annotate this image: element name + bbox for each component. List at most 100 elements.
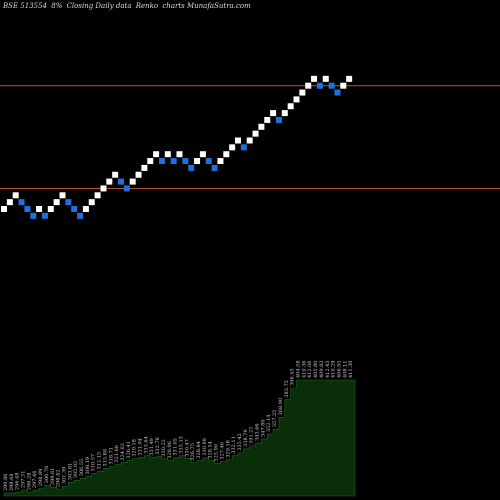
renko-brick-up <box>141 164 148 171</box>
volume-label: 296.48 <box>15 473 21 491</box>
renko-brick-down <box>41 212 48 219</box>
mode-label: Closing Daily data <box>66 2 132 10</box>
renko-brick-up <box>246 137 253 144</box>
volume-label: 412.43 <box>325 361 331 379</box>
volume-label: 330.47 <box>184 439 190 457</box>
volume-label: 409.83 <box>319 361 325 379</box>
type-label: Renko <box>135 2 159 10</box>
volume-label: 298.42 <box>56 470 62 488</box>
volume-label: 296.28 <box>26 473 32 491</box>
volume-label: 328.54 <box>208 441 214 459</box>
renko-brick-up <box>12 192 19 199</box>
volume-label: 299.61 <box>50 468 56 486</box>
renko-brick-up <box>106 178 113 185</box>
renko-brick-up <box>229 144 236 151</box>
renko-brick-up <box>164 151 171 158</box>
volume-label: 410.36 <box>301 361 307 379</box>
volume-label: 343.66 <box>255 423 261 441</box>
renko-brick-down <box>30 212 37 219</box>
renko-brick-down <box>316 82 323 89</box>
renko-brick-up <box>235 137 241 144</box>
renko-brick-down <box>275 116 282 123</box>
renko-brick-up <box>176 151 183 158</box>
renko-brick-up <box>153 151 160 158</box>
volume-label: 331.49 <box>149 438 155 456</box>
renko-brick-down <box>118 178 124 185</box>
volume-label: 352.14 <box>266 415 272 433</box>
volume-label: 341.21 <box>249 426 255 444</box>
volume-label: 308.19 <box>85 457 91 475</box>
volume-label: 329.18 <box>132 439 138 457</box>
renko-brick-up <box>6 199 13 206</box>
renko-brick-up <box>88 199 95 206</box>
renko-brick-up <box>346 75 353 82</box>
volume-label: 301.39 <box>62 467 68 485</box>
symbol-label: BSE 513554 <box>3 2 47 10</box>
chart-header: BSE 513554 8% Closing Daily data Renko c… <box>3 2 253 10</box>
volume-label: 318.71 <box>108 447 114 465</box>
renko-brick-up <box>194 158 201 165</box>
volume-label: 383.75 <box>284 380 290 398</box>
volume-label: 410.29 <box>331 361 337 379</box>
volume-label: 333.13 <box>179 436 185 454</box>
renko-brick-up <box>258 123 265 130</box>
volume-label: 298.89 <box>38 469 44 487</box>
volume-label: 332.78 <box>155 437 161 455</box>
volume-label: 327.46 <box>219 442 225 460</box>
volume-label: 338.76 <box>243 429 249 447</box>
renko-brick-up <box>94 192 101 199</box>
volume-label: 406.95 <box>336 361 342 379</box>
renko-brick-down <box>158 158 165 165</box>
volume-label: 330.69 <box>202 438 208 456</box>
renko-brick-down <box>77 212 84 219</box>
renko-brick-down <box>240 144 247 151</box>
volume-label: 303.81 <box>67 463 73 481</box>
renko-brick-up <box>281 110 288 117</box>
renko-brick-up <box>311 75 318 82</box>
volume-label: 331.05 <box>173 438 179 456</box>
volume-label: 326.75 <box>190 443 196 461</box>
volume-label: 411.30 <box>348 361 354 379</box>
renko-brick-down <box>205 158 212 165</box>
volume-label: 297.31 <box>21 471 27 489</box>
renko-brick-down <box>123 185 130 192</box>
renko-brick-up <box>147 158 154 165</box>
volume-label: 297.46 <box>32 471 38 489</box>
site-label: charts MunafaSutra.com <box>162 2 251 10</box>
renko-brick-up <box>112 171 119 178</box>
renko-brick-up <box>82 206 89 212</box>
volume-label: 325.90 <box>214 444 220 462</box>
volume-label: 306.55 <box>79 459 85 477</box>
renko-brick-up <box>129 178 136 185</box>
volume-label: 405.80 <box>313 361 319 379</box>
renko-brick-up <box>199 151 206 158</box>
renko-brick-up <box>100 185 107 192</box>
renko-brick-up <box>293 96 300 103</box>
volume-label: 329.18 <box>225 440 231 458</box>
renko-brick-up <box>264 116 271 123</box>
renko-brick-up <box>287 103 294 110</box>
renko-brick-up <box>1 206 7 212</box>
volume-label: 412.06 <box>307 361 313 379</box>
renko-brick-up <box>223 151 230 158</box>
volume-label: 310.57 <box>91 454 97 472</box>
volume-label: 332.11 <box>231 436 237 454</box>
volume-label: 333.64 <box>143 436 149 454</box>
renko-brick-down <box>211 164 218 171</box>
renko-brick-down <box>24 206 31 212</box>
volume-label: 331.04 <box>138 438 144 456</box>
renko-brick-up <box>305 82 312 89</box>
volume-area <box>3 379 356 497</box>
volume-label: 321.66 <box>114 445 120 463</box>
renko-brick-up <box>59 192 66 199</box>
volume-label: 368.90 <box>278 398 284 416</box>
renko-brick-up <box>340 82 347 89</box>
volume-label: 324.02 <box>120 443 126 461</box>
renko-brick-up <box>252 130 259 137</box>
volume-label: 315.88 <box>102 449 108 467</box>
share-label: 8% <box>51 2 63 10</box>
volume-label: 300.76 <box>44 466 50 484</box>
renko-brick-down <box>334 89 341 96</box>
